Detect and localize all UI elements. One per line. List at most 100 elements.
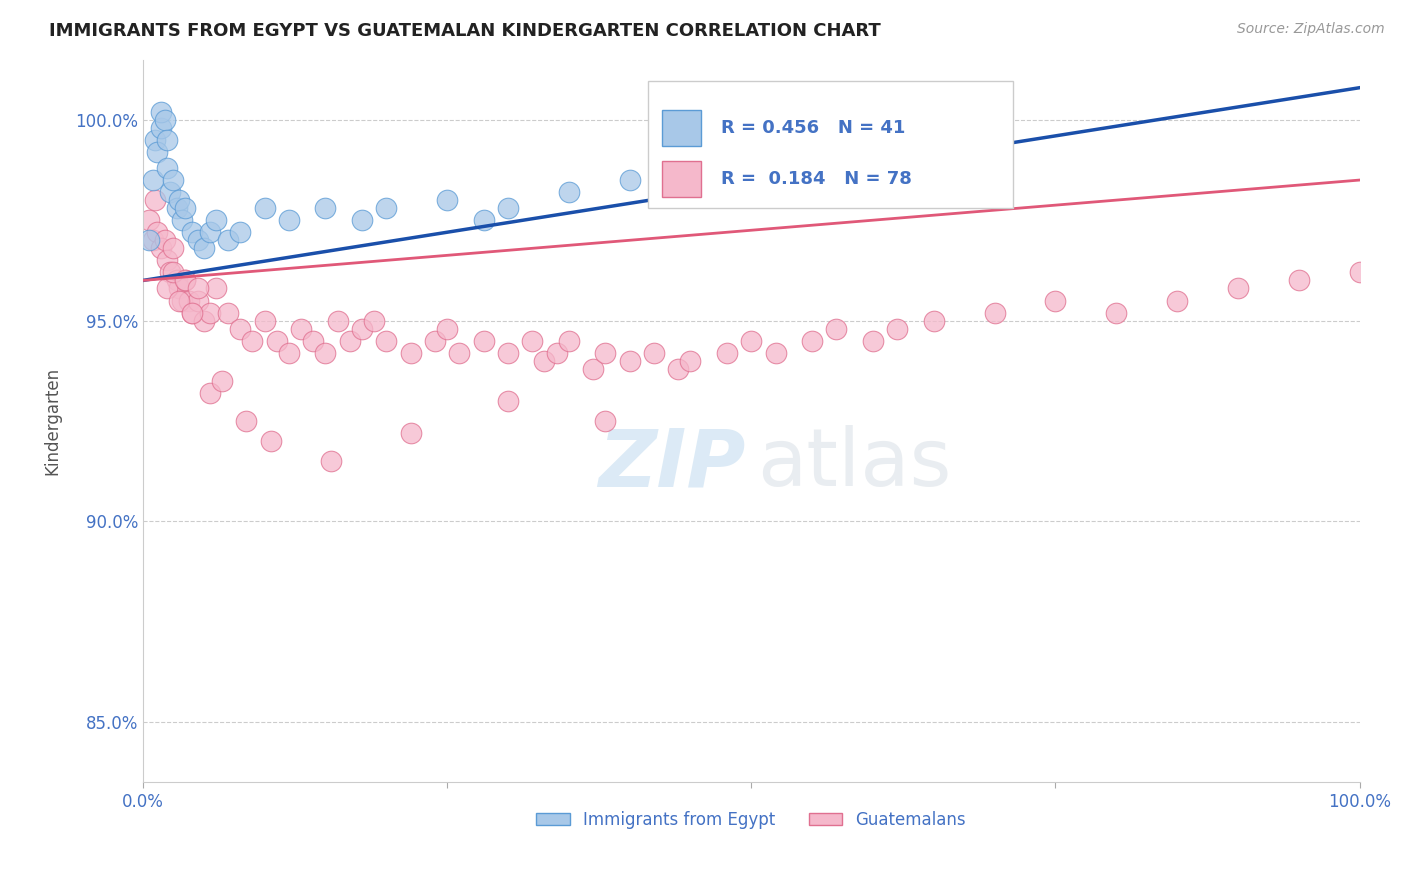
Point bbox=[187, 293, 209, 308]
Point bbox=[496, 393, 519, 408]
Point bbox=[643, 345, 665, 359]
Point bbox=[593, 414, 616, 428]
Point bbox=[187, 281, 209, 295]
Point bbox=[205, 213, 228, 227]
Point bbox=[143, 193, 166, 207]
Point bbox=[169, 281, 191, 295]
Point bbox=[174, 273, 197, 287]
Point bbox=[765, 345, 787, 359]
Point bbox=[983, 305, 1005, 319]
Legend: Immigrants from Egypt, Guatemalans: Immigrants from Egypt, Guatemalans bbox=[530, 804, 973, 836]
Point bbox=[1045, 293, 1067, 308]
Point bbox=[472, 213, 495, 227]
Point bbox=[217, 305, 239, 319]
Point bbox=[162, 265, 184, 279]
Point bbox=[170, 213, 193, 227]
Point bbox=[350, 213, 373, 227]
Point bbox=[174, 273, 197, 287]
Point bbox=[156, 253, 179, 268]
Point bbox=[187, 233, 209, 247]
Point bbox=[922, 112, 945, 127]
Point bbox=[198, 225, 221, 239]
Point bbox=[679, 153, 702, 167]
Text: IMMIGRANTS FROM EGYPT VS GUATEMALAN KINDERGARTEN CORRELATION CHART: IMMIGRANTS FROM EGYPT VS GUATEMALAN KIND… bbox=[49, 22, 882, 40]
Point bbox=[277, 213, 299, 227]
Point bbox=[1105, 305, 1128, 319]
Point bbox=[716, 145, 738, 159]
Point bbox=[169, 293, 191, 308]
Bar bbox=[662, 161, 702, 197]
Point bbox=[765, 161, 787, 175]
Point bbox=[138, 213, 160, 227]
Point bbox=[522, 334, 544, 348]
Point bbox=[436, 321, 458, 335]
Point bbox=[1166, 293, 1188, 308]
Point bbox=[156, 281, 179, 295]
Point bbox=[302, 334, 325, 348]
Point bbox=[217, 233, 239, 247]
Point bbox=[153, 233, 176, 247]
Point bbox=[1288, 273, 1310, 287]
Point bbox=[290, 321, 312, 335]
Bar bbox=[662, 111, 702, 146]
Point bbox=[533, 353, 555, 368]
Point bbox=[205, 281, 228, 295]
Point bbox=[211, 374, 233, 388]
Point bbox=[162, 173, 184, 187]
Point bbox=[180, 305, 202, 319]
Point bbox=[339, 334, 361, 348]
Point bbox=[886, 321, 908, 335]
Point bbox=[166, 273, 188, 287]
Point bbox=[314, 345, 336, 359]
Point bbox=[801, 153, 824, 167]
Point bbox=[150, 104, 173, 119]
Point bbox=[679, 353, 702, 368]
Point bbox=[150, 120, 173, 135]
Point bbox=[399, 345, 422, 359]
Point bbox=[740, 334, 762, 348]
Point bbox=[150, 241, 173, 255]
Point bbox=[321, 454, 343, 468]
Point bbox=[375, 201, 398, 215]
Point bbox=[146, 145, 169, 159]
Text: R = 0.456   N = 41: R = 0.456 N = 41 bbox=[721, 120, 905, 137]
Point bbox=[825, 321, 848, 335]
Point bbox=[350, 321, 373, 335]
FancyBboxPatch shape bbox=[648, 81, 1012, 208]
Point bbox=[582, 361, 605, 376]
Point bbox=[655, 161, 678, 175]
Point bbox=[959, 104, 981, 119]
Point bbox=[193, 241, 215, 255]
Point bbox=[166, 201, 188, 215]
Point bbox=[229, 321, 252, 335]
Point bbox=[314, 201, 336, 215]
Point bbox=[169, 193, 191, 207]
Point bbox=[557, 185, 579, 199]
Point bbox=[174, 201, 197, 215]
Point bbox=[496, 345, 519, 359]
Point bbox=[557, 334, 579, 348]
Point bbox=[156, 133, 179, 147]
Point bbox=[259, 434, 281, 448]
Point bbox=[740, 153, 762, 167]
Point bbox=[266, 334, 288, 348]
Point bbox=[716, 345, 738, 359]
Point bbox=[423, 334, 446, 348]
Point bbox=[156, 161, 179, 175]
Point bbox=[159, 265, 181, 279]
Point bbox=[153, 112, 176, 127]
Y-axis label: Kindergarten: Kindergarten bbox=[44, 367, 60, 475]
Point bbox=[922, 313, 945, 327]
Point bbox=[472, 334, 495, 348]
Text: R =  0.184   N = 78: R = 0.184 N = 78 bbox=[721, 169, 911, 188]
Point bbox=[138, 233, 160, 247]
Point bbox=[235, 414, 257, 428]
Point bbox=[159, 185, 181, 199]
Point bbox=[253, 313, 276, 327]
Point bbox=[619, 353, 641, 368]
Point bbox=[326, 313, 349, 327]
Point bbox=[177, 293, 200, 308]
Point bbox=[162, 241, 184, 255]
Point bbox=[143, 133, 166, 147]
Point bbox=[449, 345, 471, 359]
